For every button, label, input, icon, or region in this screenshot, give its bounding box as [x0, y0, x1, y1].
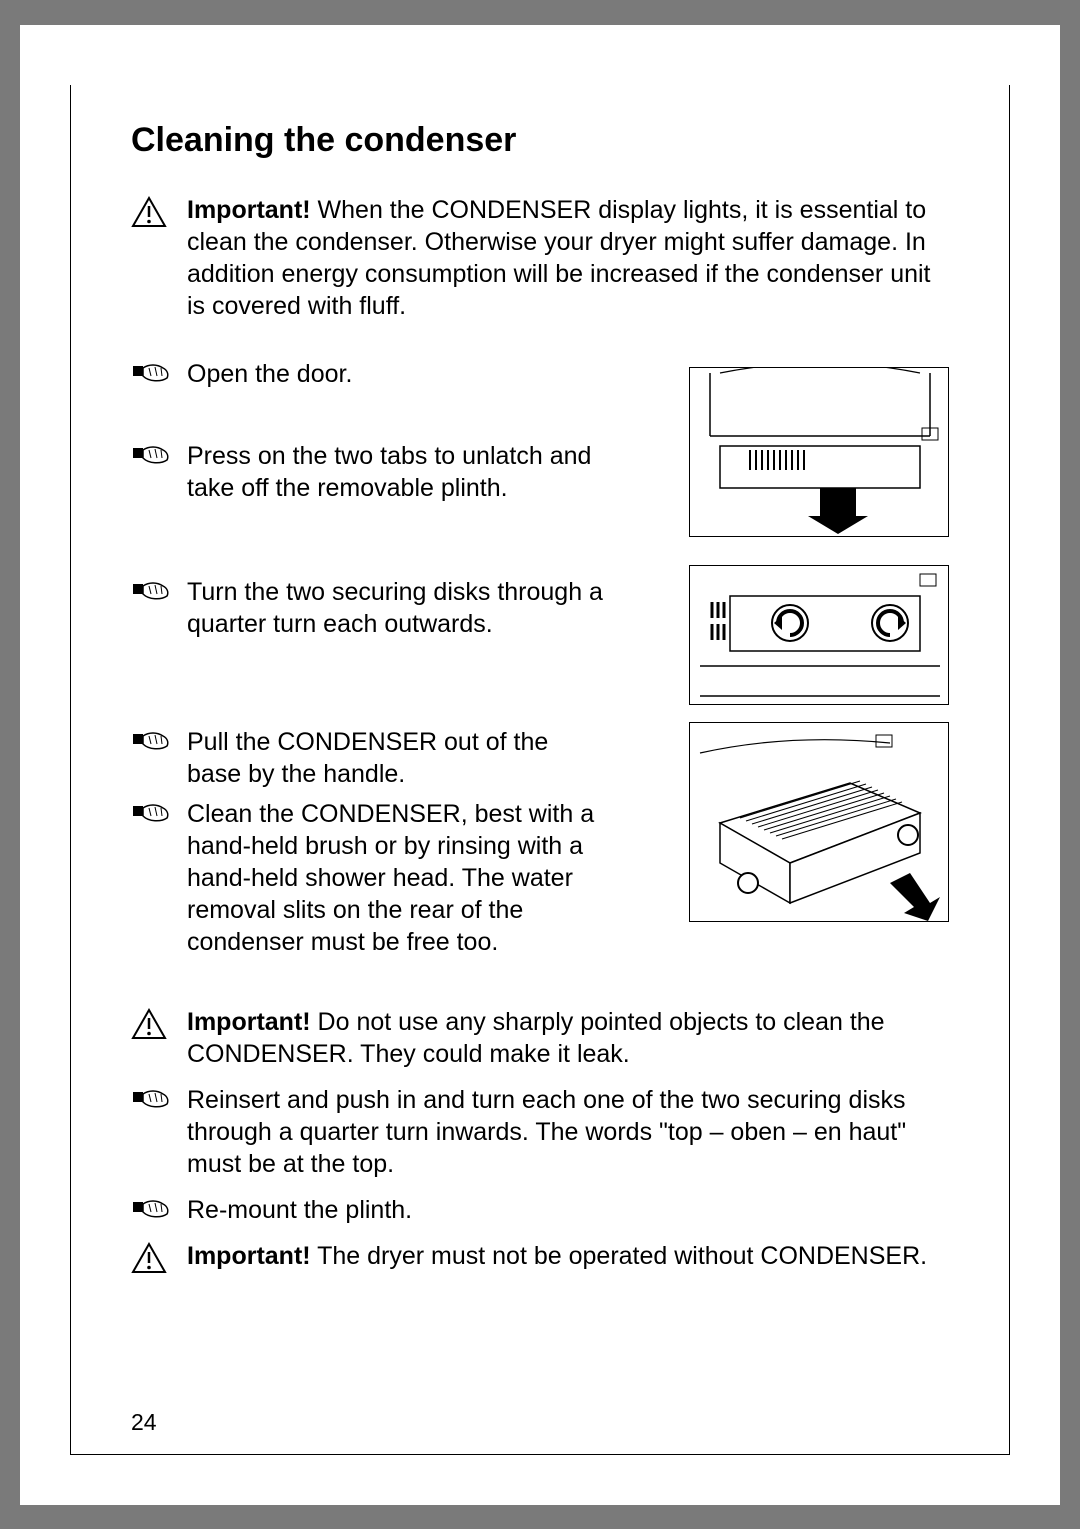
step-row-7: Re-mount the plinth.: [131, 1194, 949, 1226]
step-text-3: Turn the two securing disks through a qu…: [187, 576, 607, 640]
step-text-5: Clean the CONDENSER, best with a hand-he…: [187, 798, 607, 958]
figure-disks: [689, 565, 949, 705]
warning-block-2: Important! Do not use any sharply pointe…: [131, 1006, 949, 1070]
warning-body-3: The dryer must not be operated without C…: [311, 1242, 927, 1270]
step-text-4: Pull the CONDENSER out of the base by th…: [187, 726, 607, 790]
warning-block-1: Important! When the CONDENSER display li…: [131, 194, 949, 322]
section-title: Cleaning the condenser: [131, 121, 949, 160]
important-label: Important!: [187, 196, 311, 224]
warning-icon: [131, 1006, 187, 1040]
content-frame: Cleaning the condenser Important! When t…: [70, 85, 1010, 1455]
hand-icon: [131, 1084, 187, 1110]
page-number: 24: [131, 1409, 157, 1436]
warning-text-1: Important! When the CONDENSER display li…: [187, 194, 949, 322]
hand-icon: [131, 440, 187, 466]
step-text-6: Reinsert and push in and turn each one o…: [187, 1084, 949, 1180]
hand-icon: [131, 576, 187, 602]
important-label: Important!: [187, 1242, 311, 1270]
warning-text-3: Important! The dryer must not be operate…: [187, 1240, 949, 1272]
warning-text-2: Important! Do not use any sharply pointe…: [187, 1006, 949, 1070]
warning-block-3: Important! The dryer must not be operate…: [131, 1240, 949, 1274]
hand-icon: [131, 1194, 187, 1220]
step-row-6: Reinsert and push in and turn each one o…: [131, 1084, 949, 1180]
step-text-2: Press on the two tabs to unlatch and tak…: [187, 440, 607, 504]
warning-icon: [131, 194, 187, 228]
hand-icon: [131, 798, 187, 824]
important-label: Important!: [187, 1008, 311, 1036]
figure-condenser: [689, 722, 949, 922]
figure-plinth: [689, 367, 949, 537]
hand-icon: [131, 358, 187, 384]
hand-icon: [131, 726, 187, 752]
manual-page: Cleaning the condenser Important! When t…: [20, 25, 1060, 1505]
warning-icon: [131, 1240, 187, 1274]
step-text-7: Re-mount the plinth.: [187, 1194, 949, 1226]
